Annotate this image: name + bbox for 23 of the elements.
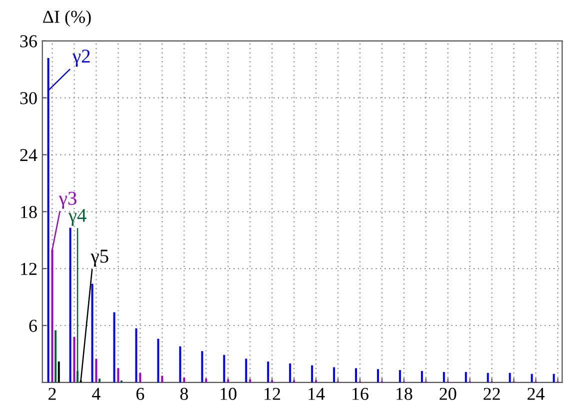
x-tick-label: 14 [308,388,325,400]
text: γ5 [90,250,108,267]
y-tick-label: 30 [20,92,37,104]
y-tick-label: 18 [21,206,37,218]
y-tick-label: 24 [20,149,38,162]
x-tick-label: 10 [220,388,236,400]
x-tick-label: 24 [528,388,545,400]
y-tick-label: 12 [21,262,37,275]
x-tick-label: 22 [484,388,500,400]
x-tick-label: 16 [352,388,368,400]
x-tick-label: 20 [440,388,456,400]
text: γ3 [58,192,76,209]
x-tick-label: 12 [264,388,280,400]
x-tick-label: 2 [48,388,56,400]
x-tick-label: 6 [136,388,144,400]
y-tick-label: 6 [29,320,37,332]
y-axis-title: ΔI (%) [43,10,91,27]
x-tick-label: 18 [396,388,412,400]
y-tick-label: 36 [20,35,37,48]
text: γ4 [68,208,86,226]
x-tick-label: 4 [92,388,100,400]
series-label: γ2 [72,50,90,67]
x-tick-label: 8 [180,388,188,400]
